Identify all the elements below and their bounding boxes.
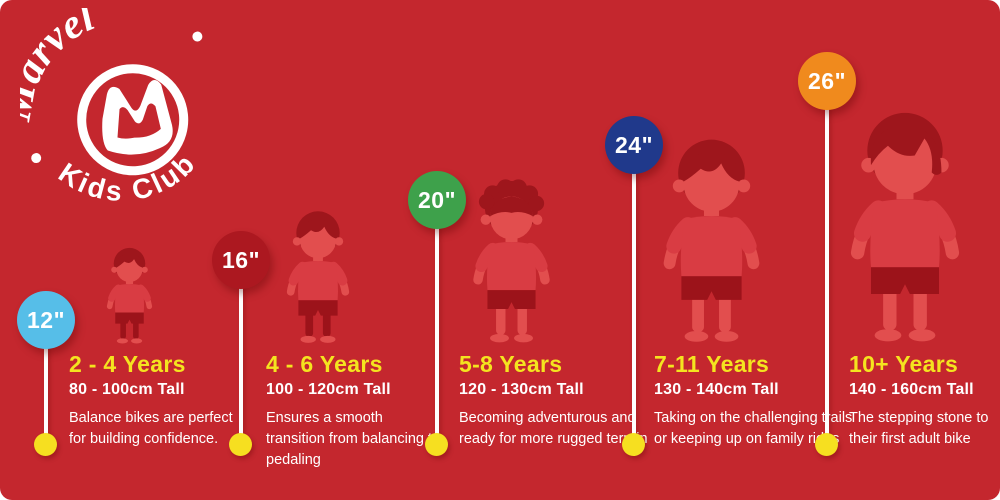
height-range: 80 - 100cm Tall [69, 381, 185, 398]
age-range: 10+ Years [849, 351, 959, 377]
size-description: Taking on the challenging trails or keep… [654, 410, 853, 448]
kid-illustration-preteen [850, 112, 960, 342]
wheel-size-badge: 16" [212, 231, 270, 289]
timeline-dot [815, 433, 838, 456]
timeline-dot [34, 433, 57, 456]
wheel-size-badge: 24" [605, 116, 663, 174]
size-info: 7-11 Years 130 - 140cm Tall Taking on th… [654, 351, 854, 450]
kid-illustration-shorts [663, 139, 760, 342]
kid-illustration-toddler [106, 247, 153, 344]
connector-line [239, 260, 243, 445]
logo-brand-text: Marvel [20, 8, 110, 130]
logo-m-cut [117, 103, 161, 139]
age-range: 7-11 Years [654, 351, 770, 377]
size-description: Ensures a smooth transition from balanci… [266, 410, 441, 469]
size-info: 10+ Years 140 - 160cm Tall The stepping … [849, 351, 1000, 450]
connector-line [825, 81, 829, 445]
kid-illustration-pants [286, 211, 350, 343]
size-info: 5-8 Years 120 - 130cm Tall Becoming adve… [459, 351, 649, 450]
logo-circle [77, 64, 189, 176]
age-range: 5-8 Years [459, 351, 563, 377]
height-range: 130 - 140cm Tall [654, 381, 779, 398]
connector-line [435, 200, 439, 445]
size-description: Becoming adventurous and ready for more … [459, 410, 648, 448]
logo-left-dot [31, 153, 42, 164]
connector-line [632, 145, 636, 445]
size-description: Balance bikes are perfect for building c… [69, 410, 233, 448]
timeline-dot [229, 433, 252, 456]
marvel-kids-club-logo: Marvel Kids Club [20, 8, 206, 215]
height-range: 140 - 160cm Tall [849, 381, 974, 398]
wheel-size-badge: 12" [17, 291, 75, 349]
kid-illustration-curly [473, 179, 550, 343]
connector-line [44, 320, 48, 445]
timeline-dot [425, 433, 448, 456]
height-range: 100 - 120cm Tall [266, 381, 391, 398]
wheel-size-badge: 20" [408, 171, 466, 229]
age-range: 4 - 6 Years [266, 351, 383, 377]
timeline-dot [622, 433, 645, 456]
size-description: The stepping stone to their first adult … [849, 410, 989, 448]
wheel-size-badge: 26" [798, 52, 856, 110]
logo-right-dot [192, 31, 203, 42]
height-range: 120 - 130cm Tall [459, 381, 584, 398]
size-info: 2 - 4 Years 80 - 100cm Tall Balance bike… [69, 351, 234, 450]
logo-m-monogram-icon [102, 80, 173, 155]
size-info: 4 - 6 Years 100 - 120cm Tall Ensures a s… [266, 351, 441, 471]
age-range: 2 - 4 Years [69, 351, 186, 377]
